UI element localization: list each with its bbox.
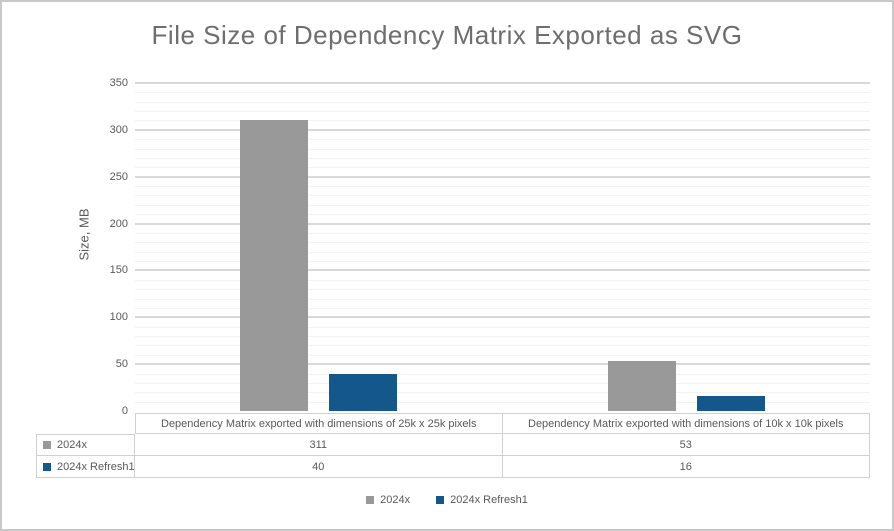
minor-gridline <box>135 373 870 375</box>
major-gridline <box>135 316 870 319</box>
category-header: Dependency Matrix exported with dimensio… <box>502 413 870 434</box>
minor-gridline <box>135 101 870 103</box>
y-tick-label: 250 <box>109 170 128 183</box>
y-tick-label: 0 <box>121 405 128 417</box>
plot-area <box>135 82 870 411</box>
bar-2024x-refresh1-cat2 <box>696 396 765 411</box>
legend-swatch-icon <box>436 496 445 504</box>
series-key-2024x-refresh1: 2024x Refresh1 <box>36 456 135 478</box>
major-gridline <box>135 175 870 178</box>
minor-gridline <box>135 326 870 328</box>
minor-gridline <box>135 232 870 234</box>
minor-gridline <box>135 92 870 94</box>
major-gridline <box>135 269 870 272</box>
minor-gridline <box>135 382 870 384</box>
minor-gridline <box>135 167 870 169</box>
series-name: 2024x Refresh1 <box>57 460 135 473</box>
bar-2024x-refresh1-cat1 <box>329 373 398 411</box>
chart-title: File Size of Dependency Matrix Exported … <box>151 20 743 50</box>
table-value: 53 <box>502 434 870 456</box>
y-tick-label: 200 <box>109 217 128 230</box>
legend: 2024x 2024x Refresh1 <box>2 494 892 506</box>
minor-gridline <box>135 111 870 113</box>
minor-gridline <box>135 401 870 403</box>
minor-gridline <box>135 214 870 216</box>
major-gridline <box>135 222 870 225</box>
minor-gridline <box>135 251 870 253</box>
minor-gridline <box>135 307 870 309</box>
minor-gridline <box>135 242 870 244</box>
bar-2024x-cat2 <box>607 361 676 411</box>
minor-gridline <box>135 195 870 197</box>
category-header: Dependency Matrix exported with dimensio… <box>135 413 503 434</box>
y-axis-title: Size, MB <box>76 208 92 261</box>
minor-gridline <box>135 345 870 347</box>
minor-gridline <box>135 392 870 394</box>
major-gridline <box>135 82 870 84</box>
series-name: 2024x <box>57 439 87 451</box>
minor-gridline <box>135 354 870 356</box>
minor-gridline <box>135 148 870 150</box>
minor-gridline <box>135 157 870 159</box>
table-value: 16 <box>502 456 870 478</box>
series-key-2024x: 2024x <box>36 434 135 456</box>
minor-gridline <box>135 120 870 122</box>
minor-gridline <box>135 289 870 291</box>
legend-swatch-icon <box>43 462 51 471</box>
legend-label: 2024x <box>380 494 411 506</box>
minor-gridline <box>135 186 870 188</box>
y-tick-label: 300 <box>109 123 128 136</box>
minor-gridline <box>135 336 870 338</box>
minor-gridline <box>135 139 870 141</box>
major-gridline <box>135 128 870 131</box>
legend-label: 2024x Refresh1 <box>450 494 528 506</box>
data-table: Dependency Matrix exported with dimensio… <box>36 413 870 478</box>
legend-item-2024x: 2024x <box>366 494 410 506</box>
bar-2024x-cat1 <box>240 119 309 411</box>
y-tick-label: 100 <box>109 311 128 324</box>
minor-gridline <box>135 261 870 263</box>
major-gridline <box>135 363 870 366</box>
y-tick-label: 50 <box>115 358 128 371</box>
legend-swatch-icon <box>366 496 375 504</box>
minor-gridline <box>135 298 870 300</box>
minor-gridline <box>135 204 870 206</box>
table-value: 311 <box>135 434 503 456</box>
legend-item-2024x-refresh1: 2024x Refresh1 <box>436 494 528 506</box>
table-value: 40 <box>135 456 503 478</box>
minor-gridline <box>135 279 870 281</box>
y-tick-label: 350 <box>109 77 128 89</box>
legend-swatch-icon <box>43 441 51 449</box>
y-tick-label: 150 <box>109 264 128 277</box>
